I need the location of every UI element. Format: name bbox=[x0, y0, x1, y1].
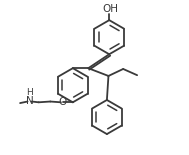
Text: N: N bbox=[26, 96, 33, 106]
Text: O: O bbox=[58, 97, 67, 107]
Text: OH: OH bbox=[102, 4, 118, 14]
Text: H: H bbox=[26, 88, 33, 97]
